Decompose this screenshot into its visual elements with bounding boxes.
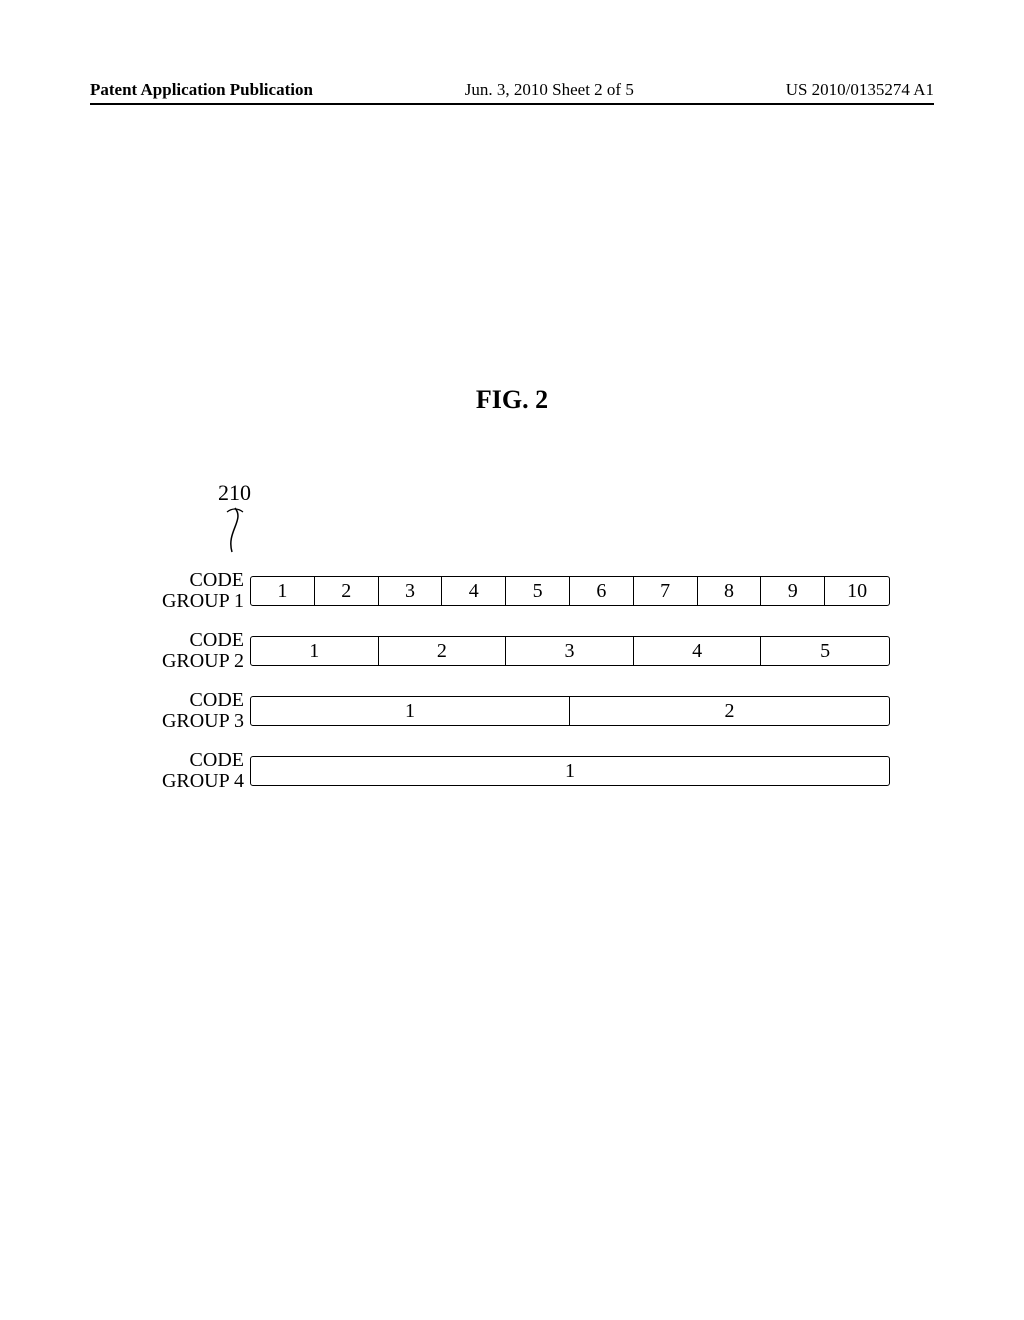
code-group-label: CODEGROUP 3 <box>140 690 250 732</box>
code-cell: 4 <box>634 637 762 665</box>
code-cell: 1 <box>251 577 315 605</box>
code-group-label: CODEGROUP 2 <box>140 630 250 672</box>
code-cell: 4 <box>442 577 506 605</box>
code-group-row: CODEGROUP 112345678910 <box>140 570 934 612</box>
code-group-label-line1: CODE <box>140 690 244 711</box>
code-cell: 5 <box>761 637 889 665</box>
code-group-label-line1: CODE <box>140 630 244 651</box>
code-cell: 3 <box>506 637 634 665</box>
code-cell: 1 <box>251 637 379 665</box>
code-group-label-line2: GROUP 1 <box>140 591 244 612</box>
header-right: US 2010/0135274 A1 <box>786 80 934 100</box>
figure-diagram: 210 CODEGROUP 112345678910CODEGROUP 2123… <box>140 500 934 792</box>
code-group-row: CODEGROUP 212345 <box>140 630 934 672</box>
code-cell: 3 <box>379 577 443 605</box>
page-header: Patent Application Publication Jun. 3, 2… <box>90 80 934 105</box>
code-cell: 6 <box>570 577 634 605</box>
callout-curve-icon <box>220 506 250 554</box>
code-group-cells: 12345 <box>250 636 890 666</box>
code-group-label-line2: GROUP 4 <box>140 771 244 792</box>
code-cell: 2 <box>570 697 889 725</box>
code-group-label-line2: GROUP 2 <box>140 651 244 672</box>
code-cell: 1 <box>251 757 889 785</box>
code-group-label-line1: CODE <box>140 570 244 591</box>
code-group-label-line2: GROUP 3 <box>140 711 244 732</box>
code-cell: 2 <box>379 637 507 665</box>
callout-number: 210 <box>218 480 251 505</box>
code-group-row: CODEGROUP 41 <box>140 750 934 792</box>
code-cell: 1 <box>251 697 570 725</box>
code-cell: 2 <box>315 577 379 605</box>
callout: 210 <box>218 480 251 554</box>
header-left: Patent Application Publication <box>90 80 313 100</box>
code-cell: 8 <box>698 577 762 605</box>
code-cell: 7 <box>634 577 698 605</box>
code-group-label-line1: CODE <box>140 750 244 771</box>
code-group-label: CODEGROUP 4 <box>140 750 250 792</box>
code-cell: 5 <box>506 577 570 605</box>
code-group-cells: 12 <box>250 696 890 726</box>
code-group-cells: 1 <box>250 756 890 786</box>
code-cell: 10 <box>825 577 889 605</box>
code-cell: 9 <box>761 577 825 605</box>
header-center: Jun. 3, 2010 Sheet 2 of 5 <box>465 80 634 100</box>
figure-title: FIG. 2 <box>90 385 934 415</box>
code-group-cells: 12345678910 <box>250 576 890 606</box>
code-group-label: CODEGROUP 1 <box>140 570 250 612</box>
code-group-row: CODEGROUP 312 <box>140 690 934 732</box>
